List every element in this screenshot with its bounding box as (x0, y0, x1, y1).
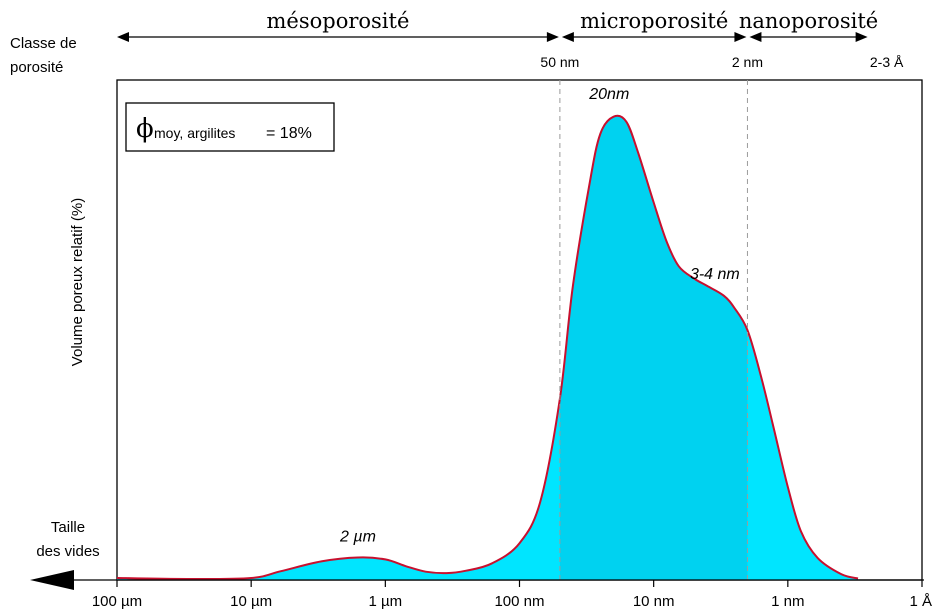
x-tick-label: 10 nm (633, 593, 675, 610)
x-axis-label-line1: Taille (51, 519, 85, 536)
legend-box: ϕ moy, argilites = 18% (125, 102, 335, 152)
x-tick-label: 1 Å (909, 593, 932, 610)
microporosity-shading (559, 115, 748, 580)
x-axis-label-line2: des vides (36, 543, 99, 560)
x-tick-label: 10 µm (230, 593, 272, 610)
x-axis-ticks: 100 µm 10 µm 1 µm 100 nm 10 nm 1 nm 1 Å (92, 580, 932, 610)
class-arrow-head (546, 32, 559, 42)
phi-symbol: ϕ (136, 114, 154, 144)
porosity-class-name: mésoporosité (266, 9, 409, 33)
class-row-label-line2: porosité (10, 59, 63, 76)
class-arrow-head (561, 32, 574, 42)
class-arrow-head (734, 32, 747, 42)
porosity-class-names: mésoporosité microporosité nanoporosité (266, 9, 878, 33)
boundary-label: 2 nm (732, 54, 763, 70)
porosity-boundary-labels: 50 nm 2 nm 2-3 Å (540, 54, 904, 70)
y-axis-label: Volume poreux relatif (%) (69, 198, 86, 366)
porosity-class-arrows (117, 32, 868, 42)
class-arrow-head (749, 32, 762, 42)
boundary-lines (559, 80, 748, 580)
x-tick-label: 100 nm (494, 593, 544, 610)
class-arrow-head (117, 32, 129, 42)
plot-frame (116, 79, 923, 581)
peak-annotation: 20nm (588, 86, 629, 103)
boundary-label: 50 nm (540, 54, 579, 70)
class-row-label-line1: Classe de (10, 35, 77, 52)
porosity-class-name: nanoporosité (739, 9, 878, 33)
peak-annotations: 2 µm 20nm 3-4 nm (339, 86, 740, 546)
peak-annotation: 2 µm (339, 528, 376, 545)
legend-value: = 18% (266, 125, 312, 142)
x-tick-label: 1 nm (771, 593, 804, 610)
x-tick-label: 1 µm (369, 593, 403, 610)
x-tick-label: 100 µm (92, 593, 142, 610)
data-curve (116, 114, 859, 581)
legend-frame (125, 102, 335, 152)
boundary-label: 2-3 Å (870, 54, 904, 70)
porosity-class-name: microporosité (580, 9, 728, 33)
peak-annotation: 3-4 nm (690, 266, 740, 283)
legend-subscript: moy, argilites (154, 125, 235, 141)
x-axis-arrow (30, 570, 74, 590)
class-arrow-head (855, 32, 868, 42)
